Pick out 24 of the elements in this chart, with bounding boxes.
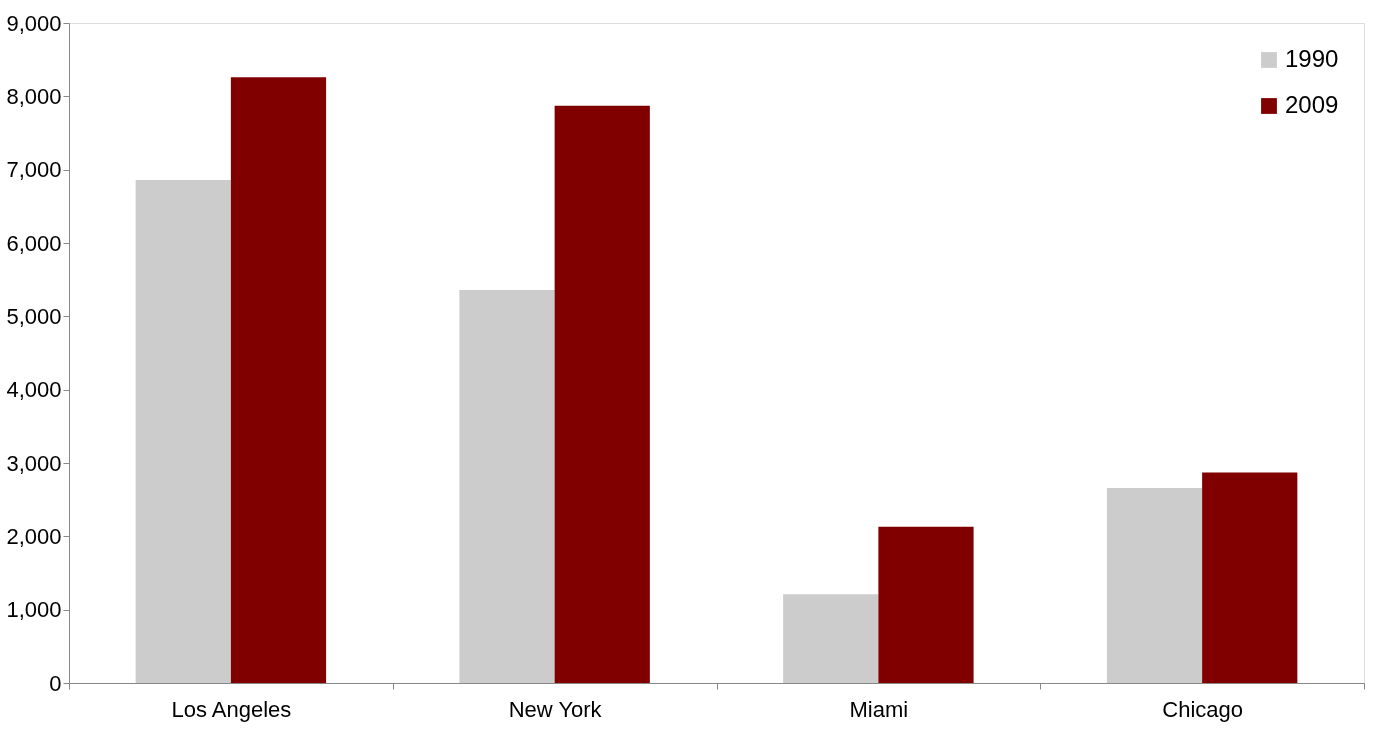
legend-label: 1990: [1285, 45, 1339, 72]
bar: [1202, 472, 1298, 683]
bar: [878, 526, 974, 683]
y-tick-label: 6,000: [6, 230, 62, 256]
x-tick-label: Miami: [849, 696, 909, 722]
bar: [135, 179, 231, 683]
x-tick-label: Chicago: [1162, 696, 1243, 722]
x-tick-label: Los Angeles: [171, 696, 292, 722]
y-tick-label: 1,000: [6, 597, 62, 623]
y-tick-label: 0: [49, 670, 62, 696]
bar: [459, 289, 555, 683]
legend-label: 2009: [1285, 91, 1339, 118]
y-tick-label: 4,000: [6, 377, 62, 403]
y-tick-label: 2,000: [6, 523, 62, 549]
bar: [1106, 487, 1203, 683]
x-tick-label: New York: [508, 696, 603, 722]
y-tick-label: 7,000: [6, 157, 62, 183]
y-tick-label: 8,000: [6, 83, 62, 109]
bar: [783, 594, 879, 683]
bar: [230, 77, 327, 683]
bar: [554, 105, 650, 683]
y-tick-label: 3,000: [6, 450, 62, 476]
y-tick-label: 9,000: [6, 10, 62, 36]
y-tick-label: 5,000: [6, 303, 62, 329]
